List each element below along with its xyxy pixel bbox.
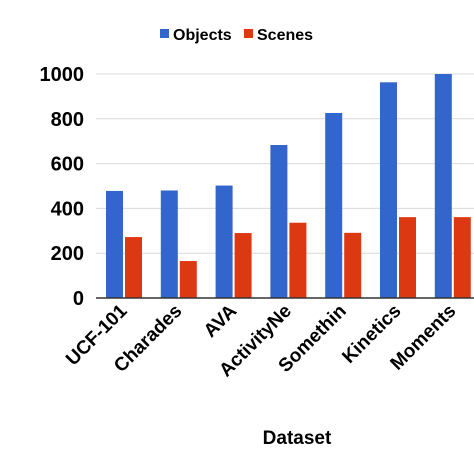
x-tick-label: AVA	[200, 300, 241, 341]
y-axis-ticks: 0 200 400 600 800 1000	[40, 64, 85, 310]
legend-label-objects: Objects	[173, 27, 232, 44]
y-tick-label: 200	[51, 243, 84, 265]
y-tick-label: 1000	[40, 64, 85, 86]
bar-scenes-activityne	[289, 222, 307, 298]
bar-scenes-moments	[453, 217, 471, 298]
legend-swatch-objects	[160, 29, 169, 38]
legend: Objects Scenes	[160, 27, 313, 44]
bar-objects-somethin	[325, 112, 343, 298]
y-tick-label: 600	[51, 154, 84, 176]
legend-swatch-scenes	[244, 29, 253, 38]
y-tick-label: 0	[73, 288, 84, 310]
bar-scenes-kinetics	[399, 217, 416, 298]
x-axis-title: Dataset	[263, 428, 332, 449]
bars	[106, 74, 471, 299]
bar-objects-kinetics	[380, 82, 397, 299]
bar-scenes-ucf-101	[125, 237, 142, 298]
y-tick-label: 800	[51, 109, 84, 131]
bar-objects-ucf-101	[106, 190, 123, 298]
bar-scenes-somethin	[344, 232, 362, 298]
bar-objects-moments	[434, 74, 452, 298]
bar-scenes-ava	[234, 233, 252, 298]
legend-label-scenes: Scenes	[257, 27, 313, 44]
bar-objects-ava	[215, 185, 233, 298]
bar-scenes-charades	[179, 261, 197, 298]
bar-objects-activityne	[270, 145, 288, 298]
y-tick-label: 400	[51, 198, 84, 220]
bar-objects-charades	[160, 190, 178, 298]
